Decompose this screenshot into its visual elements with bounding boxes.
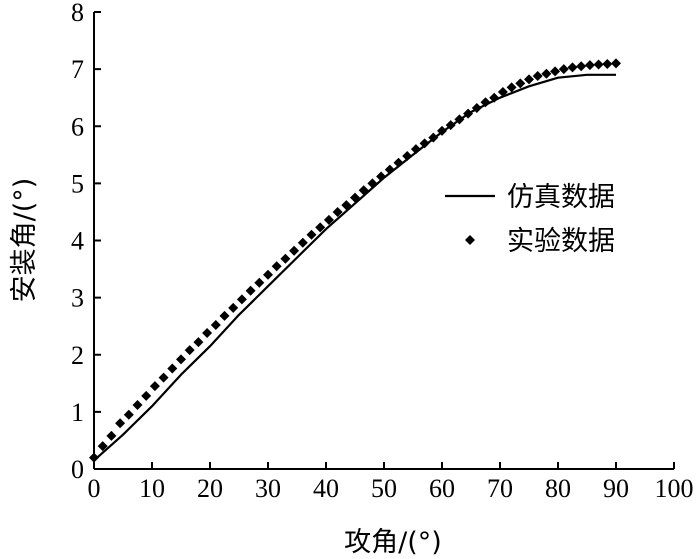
experiment-point	[497, 86, 508, 97]
experiment-point	[463, 108, 474, 119]
y-tick-label: 8	[71, 0, 84, 27]
experiment-point	[402, 150, 413, 161]
x-tick-label: 10	[139, 474, 165, 503]
experiment-point	[210, 320, 221, 331]
x-tick-label: 100	[655, 474, 694, 503]
experiment-point	[271, 261, 282, 272]
experiment-point	[297, 237, 308, 248]
legend-label-experiment: 实验数据	[507, 226, 615, 257]
experiment-point	[489, 92, 500, 103]
x-tick-label: 70	[487, 474, 513, 503]
experiment-point	[584, 60, 595, 71]
experiment-point	[245, 285, 256, 296]
experiment-point	[97, 441, 108, 452]
experiment-point	[167, 363, 178, 374]
experiment-point	[480, 97, 491, 108]
x-tick-label: 50	[371, 474, 397, 503]
experiment-point	[419, 138, 430, 149]
legend-marker-swatch	[465, 235, 475, 245]
experiment-point	[219, 310, 230, 321]
experiment-point	[454, 114, 465, 125]
experiment-point	[593, 59, 604, 70]
y-tick-label: 5	[71, 169, 84, 198]
x-tick-label: 90	[603, 474, 629, 503]
experiment-point	[280, 253, 291, 264]
x-axis-label: 攻角/(°)	[344, 527, 442, 558]
simulation-line	[93, 73, 616, 462]
y-tick-label: 2	[71, 341, 84, 370]
experiment-point	[576, 61, 587, 72]
experiment-point	[445, 120, 456, 131]
experiment-point	[193, 337, 204, 348]
experiment-point	[550, 66, 561, 77]
experiment-point	[541, 68, 552, 79]
experiment-point	[115, 418, 126, 429]
y-tick-label: 6	[71, 112, 84, 141]
experiment-point	[306, 229, 317, 240]
y-tick-label: 0	[71, 455, 84, 484]
x-tick-label: 60	[429, 474, 455, 503]
experiment-point	[123, 409, 134, 420]
experiment-series	[89, 58, 621, 463]
experiment-point	[384, 164, 395, 175]
experiment-point	[289, 245, 300, 256]
experiment-point	[506, 82, 517, 93]
simulation-series	[93, 73, 616, 462]
experiment-point	[567, 62, 578, 73]
experiment-point	[315, 222, 326, 233]
experiment-point	[367, 178, 378, 189]
experiment-point	[524, 74, 534, 85]
experiment-point	[428, 132, 439, 143]
experiment-point	[437, 125, 447, 136]
experiment-point	[141, 390, 152, 401]
x-tick-label: 0	[88, 474, 101, 503]
experiment-point	[202, 328, 213, 339]
experiment-point	[376, 171, 387, 182]
x-tick-label: 20	[197, 474, 223, 503]
experiment-point	[263, 269, 273, 280]
experiment-point	[532, 70, 543, 81]
experiment-point	[332, 206, 343, 217]
experiment-point	[106, 430, 117, 441]
experiment-point	[341, 200, 352, 211]
experiment-point	[176, 354, 186, 365]
experiment-point	[89, 452, 99, 463]
experiment-point	[611, 58, 621, 69]
experiment-point	[471, 102, 482, 113]
experiment-point	[149, 381, 160, 392]
x-tick-label: 40	[313, 474, 339, 503]
experiment-point	[358, 185, 369, 196]
experiment-point	[158, 372, 169, 383]
x-tick-label: 80	[545, 474, 571, 503]
experiment-point	[236, 294, 247, 305]
experiment-point	[323, 214, 334, 225]
experiment-point	[228, 302, 239, 313]
experiment-point	[515, 78, 526, 89]
y-tick-label: 4	[71, 227, 84, 256]
y-tick-label: 1	[71, 398, 84, 427]
y-axis-label: 安装角/(°)	[9, 178, 40, 303]
experiment-point	[558, 64, 569, 75]
experiment-point	[254, 277, 265, 288]
experiment-point	[393, 157, 404, 168]
experiment-point	[132, 400, 143, 411]
y-tick-label: 7	[71, 55, 84, 84]
y-tick-label: 3	[71, 284, 84, 313]
experiment-point	[350, 192, 360, 203]
experiment-point	[184, 345, 195, 356]
axes	[93, 11, 675, 470]
experiment-point	[602, 58, 613, 69]
x-tick-label: 30	[255, 474, 281, 503]
legend-label-simulation: 仿真数据	[507, 182, 615, 213]
experiment-point	[410, 144, 421, 155]
